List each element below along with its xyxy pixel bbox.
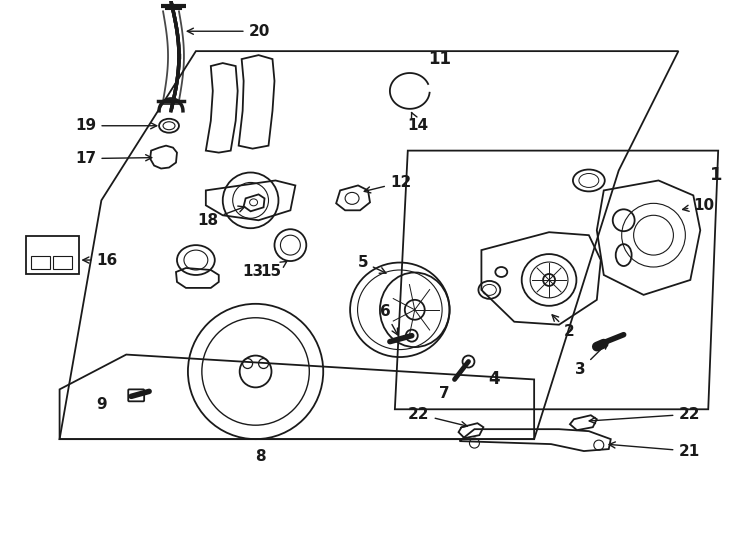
Text: 19: 19 [76,118,157,133]
Text: 6: 6 [379,304,398,335]
Text: 3: 3 [575,343,608,377]
Text: 7: 7 [439,386,450,401]
Text: 14: 14 [407,112,429,133]
Text: 1: 1 [710,166,722,185]
Text: 22: 22 [589,407,700,423]
Text: 10: 10 [683,198,714,213]
Text: 11: 11 [428,50,451,68]
Text: 15: 15 [260,261,287,280]
Text: 20: 20 [187,24,270,39]
Text: 8: 8 [255,449,266,463]
Text: 21: 21 [609,442,700,458]
Text: 4: 4 [489,370,500,388]
Text: 18: 18 [197,206,244,228]
Text: 9: 9 [96,397,106,412]
Text: 22: 22 [408,407,468,428]
Text: 17: 17 [76,151,152,166]
Text: 13: 13 [242,265,264,280]
Text: 5: 5 [357,254,386,273]
Text: 2: 2 [552,315,574,339]
Text: 12: 12 [364,175,411,193]
Text: 16: 16 [83,253,117,267]
